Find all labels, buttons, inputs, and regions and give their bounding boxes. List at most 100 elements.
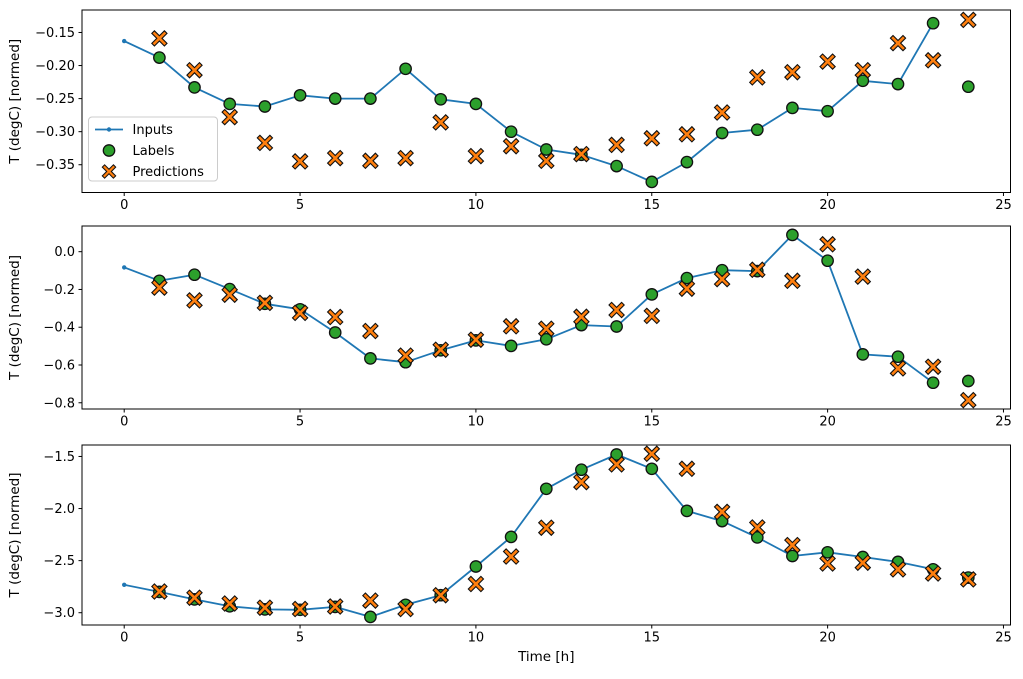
x-axis: 0 5 10 15 20 25: [120, 409, 1012, 430]
prediction-point-marker: [784, 63, 801, 81]
label-point-marker: [645, 462, 659, 476]
prediction-point-marker: [678, 460, 696, 478]
label-point-marker: [610, 448, 623, 461]
y-tick-label: −2.0: [43, 502, 75, 517]
prediction-point-marker: [784, 272, 801, 290]
label-point-marker: [926, 16, 940, 30]
label-point-marker: [856, 348, 870, 361]
prediction-point-marker: [748, 519, 766, 536]
prediction-point-marker: [291, 153, 309, 170]
prediction-point-marker: [397, 600, 414, 618]
prediction-point-marker: [748, 69, 766, 86]
prediction-point-marker: [924, 565, 942, 582]
prediction-point-marker: [397, 149, 414, 167]
x-tick-label: 15: [643, 415, 660, 430]
label-point-marker: [680, 504, 694, 518]
y-tick-label: −0.30: [35, 125, 75, 140]
subplot-bottom: 0 5 10 15 20 25 −1.5 −2.0 −2.5 −3.0 T (degC) [norm…: [7, 444, 1012, 665]
label-point-marker: [153, 51, 166, 64]
labels-scatter: [153, 16, 975, 189]
label-point-marker: [750, 123, 764, 137]
label-point-marker: [610, 159, 623, 173]
prediction-point-marker: [643, 307, 661, 325]
label-point-marker: [680, 155, 694, 169]
prediction-point-marker: [678, 280, 696, 298]
label-point-marker: [856, 74, 870, 88]
label-point-marker: [504, 125, 518, 139]
axes-frame: [81, 444, 1011, 626]
legend-item-label: Inputs: [133, 123, 174, 138]
y-tick-label: −0.20: [35, 59, 75, 74]
prediction-point-marker: [537, 320, 555, 338]
prediction-point-marker: [326, 308, 344, 326]
y-tick-label: −2.5: [43, 554, 75, 569]
prediction-point-marker: [889, 561, 907, 578]
subplot-top: 0 5 10 15 20 25 −0.15 −0.20 −0.25 −0.30 −0.35 T (de…: [7, 9, 1012, 213]
legend: Inputs Labels Predictions: [88, 116, 218, 182]
label-point-marker: [786, 101, 799, 115]
prediction-point-marker: [819, 555, 836, 572]
prediction-point-marker: [186, 61, 203, 79]
prediction-point-marker: [748, 261, 766, 279]
prediction-point-marker: [889, 34, 907, 52]
x-tick-label: 25: [995, 198, 1012, 213]
x-tick-label: 10: [468, 198, 485, 213]
label-point-marker: [786, 549, 799, 563]
legend-item-label: Predictions: [133, 165, 205, 180]
prediction-point-marker: [819, 235, 836, 253]
prediction-point-marker: [467, 147, 485, 165]
x-axis: 0 5 10 15 20 25: [120, 192, 1012, 213]
y-tick-label: −0.25: [35, 92, 75, 107]
y-axis-label: T (degC) [normed]: [7, 473, 23, 599]
prediction-point-marker: [362, 592, 379, 609]
y-tick-label: −0.6: [43, 358, 75, 373]
label-point-marker: [575, 463, 588, 477]
legend-x-marker: [101, 164, 117, 179]
label-point-marker: [293, 88, 307, 102]
label-point-marker: [680, 271, 694, 285]
label-point-marker: [715, 514, 729, 528]
y-tick-label: 0.0: [54, 245, 75, 260]
prediction-point-marker: [573, 308, 590, 326]
prediction-point-marker: [186, 589, 203, 607]
label-point-marker: [645, 175, 659, 189]
y-tick-label: −0.35: [35, 158, 75, 173]
prediction-point-marker: [573, 145, 590, 163]
prediction-point-marker: [221, 286, 239, 304]
prediction-point-marker: [959, 571, 977, 588]
prediction-point-marker: [432, 586, 450, 604]
prediction-point-marker: [256, 134, 274, 152]
prediction-point-marker: [608, 136, 625, 154]
legend-item-labels: Labels: [102, 144, 175, 159]
label-point-marker: [821, 104, 834, 118]
x-tick-label: 5: [296, 415, 304, 430]
prediction-point-marker: [924, 51, 942, 69]
predictions-scatter: [151, 11, 977, 170]
prediction-point-marker: [959, 11, 977, 29]
prediction-point-marker: [151, 30, 168, 47]
prediction-point-marker: [326, 149, 344, 167]
prediction-point-marker: [432, 114, 450, 131]
prediction-point-marker: [678, 125, 696, 143]
axes-frame: [81, 9, 1011, 193]
predictions-scatter: [151, 235, 977, 409]
prediction-point-marker: [291, 600, 309, 618]
y-tick-label: −3.0: [43, 606, 75, 621]
x-tick-label: 20: [819, 631, 836, 646]
prediction-point-marker: [362, 152, 379, 170]
prediction-point-marker: [643, 445, 661, 463]
y-tick-label: −1.5: [43, 450, 75, 465]
x-axis-label: Time [h]: [517, 649, 574, 665]
x-tick-label: 10: [468, 631, 485, 646]
label-point-marker: [610, 320, 623, 333]
label-point-marker: [364, 352, 377, 365]
label-point-marker: [891, 77, 905, 91]
prediction-point-marker: [854, 61, 872, 79]
x-tick-label: 5: [296, 198, 304, 213]
label-point-marker: [891, 350, 905, 364]
prediction-point-marker: [467, 575, 485, 593]
prediction-point-marker: [326, 598, 344, 615]
label-point-marker: [821, 254, 834, 268]
label-point-marker: [539, 143, 553, 156]
